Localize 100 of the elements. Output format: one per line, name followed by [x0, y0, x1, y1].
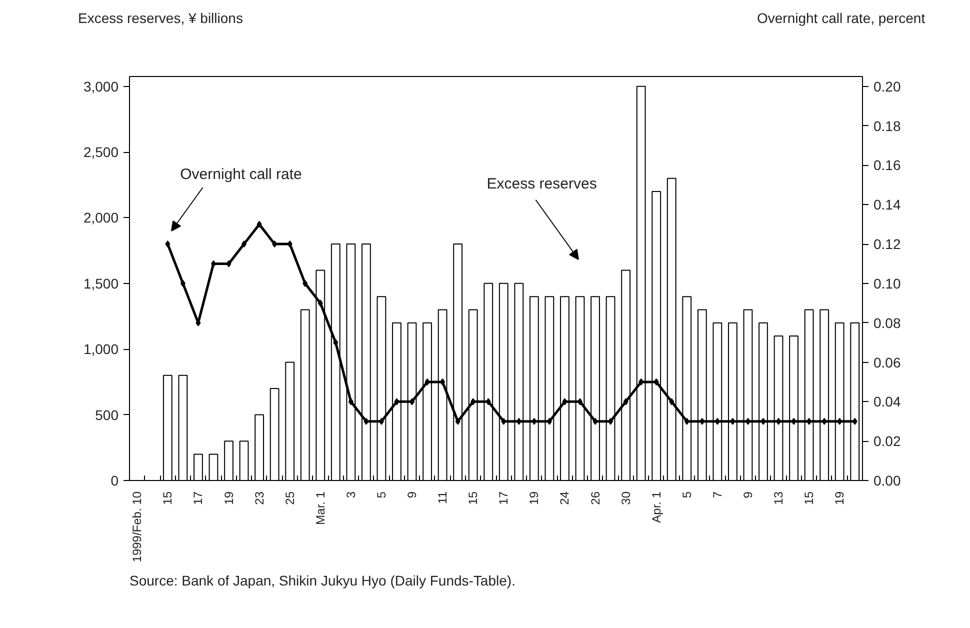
point: [745, 418, 750, 425]
y2-tick-label: 0.20: [874, 78, 901, 94]
point: [180, 280, 186, 287]
x-tick-label: Mar. 1: [313, 491, 328, 525]
x-tick-label: 17: [191, 491, 206, 505]
y2-tick-label: 0.16: [874, 157, 901, 174]
x-tick-label: 30: [618, 491, 633, 505]
y2-tick-label: 0.12: [874, 236, 901, 252]
point: [623, 398, 628, 406]
bar: [162, 374, 172, 480]
point: [287, 240, 292, 248]
point: [440, 378, 446, 386]
point: [272, 240, 278, 248]
bar: [178, 374, 188, 480]
point: [455, 418, 460, 425]
point: [424, 378, 430, 386]
point: [348, 398, 354, 406]
point: [760, 418, 766, 425]
point: [577, 398, 582, 406]
point: [364, 418, 369, 425]
point: [730, 418, 736, 425]
y-tick-label: 0: [110, 472, 119, 488]
point: [837, 418, 842, 425]
point: [669, 398, 674, 406]
y-tick-label: 3,000: [83, 78, 119, 94]
point: [714, 418, 720, 425]
y-axis-title: Excess reserves, ¥ billions: [78, 9, 243, 28]
point: [822, 418, 827, 425]
point: [242, 240, 247, 248]
y2-axis-title: Overnight call rate, percent: [757, 9, 926, 28]
point: [378, 418, 384, 425]
y2-tick-label: 0.08: [874, 314, 901, 331]
bar: [300, 309, 310, 480]
point: [516, 418, 522, 425]
bar: [285, 362, 295, 480]
point: [256, 220, 262, 228]
x-tick-label: 17: [496, 491, 511, 505]
point: [791, 418, 796, 425]
point: [806, 418, 812, 425]
point: [486, 398, 491, 406]
x-tick-label: 19: [527, 491, 542, 505]
y2-tick-label: 0.14: [874, 196, 901, 213]
point: [700, 418, 705, 425]
x-tick-label: 5: [374, 491, 388, 498]
point: [532, 418, 537, 425]
x-tick-label: 5: [680, 491, 694, 498]
point: [210, 260, 216, 268]
x-tick-label: 11: [436, 491, 450, 504]
bar: [208, 454, 218, 480]
bar: [239, 440, 249, 480]
x-tick-label: 1999/Feb. 10: [130, 491, 144, 562]
text: Excess reserves: [486, 175, 597, 192]
point: [546, 418, 552, 425]
x-tick-label: 24: [558, 491, 572, 505]
x-tick-label: 7: [710, 491, 724, 498]
point: [318, 300, 323, 307]
point: [592, 418, 598, 425]
y2-tick-label: 0.10: [874, 275, 901, 292]
point: [562, 398, 568, 406]
source-note: Source: Bank of Japan, Shikin Jukyu Hyo (Daily Funds-Table).: [130, 572, 516, 588]
bar: [254, 414, 264, 480]
point: [654, 378, 659, 386]
y-tick-label: 500: [95, 406, 119, 423]
y2-tick-label: 0.00: [874, 472, 901, 488]
text: Overnight call rate: [180, 166, 302, 183]
x-tick-label: 15: [466, 491, 480, 505]
x-tick-label: 15: [802, 491, 816, 505]
point: [226, 260, 232, 268]
y-tick-label: 2,000: [83, 210, 119, 226]
bar: [194, 454, 203, 480]
x-tick-label: Apr. 1: [649, 491, 664, 523]
point: [165, 240, 170, 248]
point: [776, 418, 782, 425]
point: [333, 339, 338, 346]
y-tick-label: 1,000: [83, 341, 119, 358]
x-tick-label: 13: [772, 491, 786, 505]
x-tick-label: 9: [405, 491, 420, 498]
bar: [224, 440, 234, 480]
point: [501, 418, 506, 425]
x-tick-label: 3: [344, 491, 358, 498]
y-tick-label: 1,500: [83, 275, 119, 292]
point: [470, 398, 476, 406]
x-tick-label: 19: [222, 491, 236, 505]
point: [410, 398, 415, 406]
point: [852, 418, 858, 425]
x-tick-label: 15: [160, 491, 175, 505]
point: [302, 280, 308, 287]
point: [684, 418, 690, 425]
y-tick-label: 2,500: [83, 144, 119, 160]
point: [608, 418, 614, 425]
y2-tick-label: 0.02: [874, 433, 901, 450]
y2-tick-label: 0.18: [874, 118, 901, 134]
y2-tick-label: 0.06: [874, 354, 901, 370]
point: [638, 378, 644, 386]
y2-tick-label: 0.04: [874, 394, 901, 410]
x-tick-label: 25: [282, 491, 297, 505]
x-tick-label: 23: [252, 491, 266, 505]
point: [394, 398, 400, 406]
x-tick-label: 26: [588, 491, 602, 505]
bar: [270, 388, 280, 480]
